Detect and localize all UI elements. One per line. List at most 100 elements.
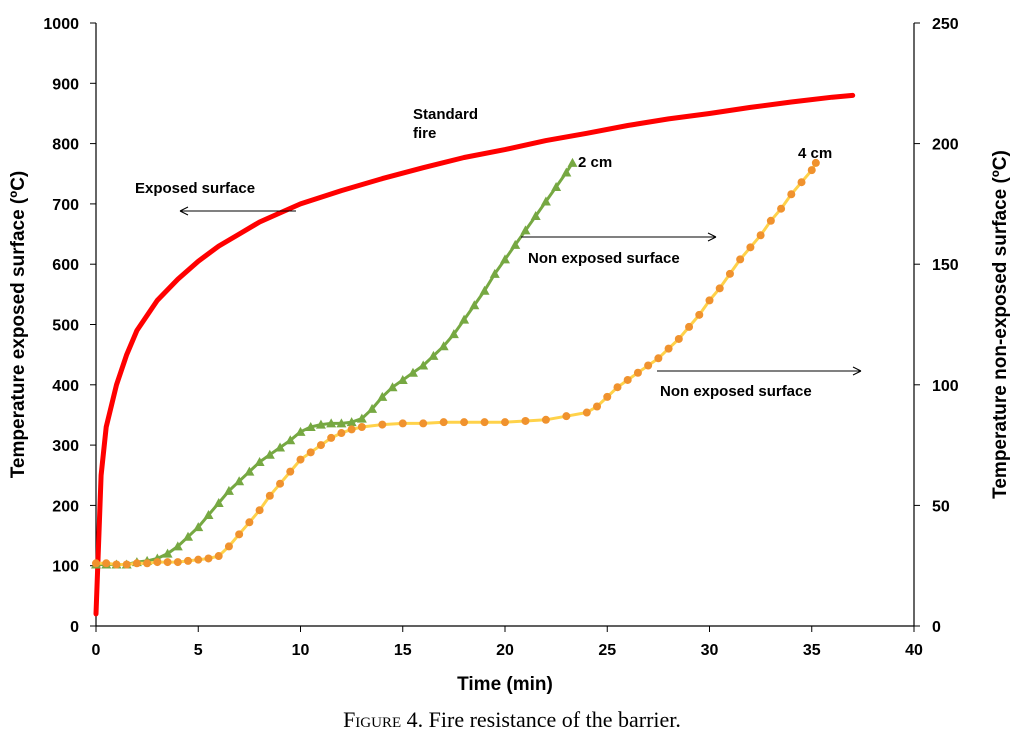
data-point-4-cm <box>593 402 602 411</box>
data-point-4-cm <box>695 310 704 319</box>
data-point-4-cm <box>245 518 254 527</box>
data-point-4-cm <box>306 448 315 457</box>
annotation-standard-fire-2: fire <box>413 125 436 142</box>
data-point-4-cm <box>685 322 694 331</box>
data-point-4-cm <box>777 204 786 213</box>
data-point-2-cm <box>551 182 562 192</box>
y-left-tick-label: 200 <box>52 498 79 515</box>
data-point-2-cm <box>407 367 418 377</box>
data-point-2-cm <box>510 239 521 249</box>
y-left-tick-label: 500 <box>52 318 79 335</box>
x-tick-label: 5 <box>194 642 203 659</box>
caption-text: 4. Fire resistance of the barrier. <box>401 707 681 732</box>
data-point-4-cm <box>439 418 448 427</box>
y-right-tick-label: 100 <box>932 378 959 395</box>
annotation-exposed-surface: Exposed surface <box>135 180 255 197</box>
x-tick-label: 15 <box>394 642 412 659</box>
data-point-2-cm <box>172 541 183 551</box>
series-2-cm <box>91 157 578 569</box>
data-point-4-cm <box>235 530 244 539</box>
arrow-head-non-exposed-2 <box>852 366 862 376</box>
data-point-2-cm <box>356 413 367 423</box>
data-point-2-cm <box>223 485 234 495</box>
data-point-4-cm <box>501 418 509 427</box>
annotation-2cm: 2 cm <box>578 154 612 171</box>
data-point-4-cm <box>633 368 642 377</box>
x-tick-label: 35 <box>803 642 821 659</box>
data-point-2-cm <box>500 254 510 264</box>
data-point-2-cm <box>520 225 531 235</box>
data-point-4-cm <box>204 554 213 563</box>
y-right-tick-label: 250 <box>932 16 959 33</box>
data-point-4-cm <box>766 216 775 225</box>
data-point-4-cm <box>265 491 274 500</box>
data-point-2-cm <box>459 314 470 324</box>
data-point-4-cm <box>644 361 653 370</box>
series-layer <box>91 92 856 617</box>
x-tick-label: 25 <box>598 642 616 659</box>
data-point-4-cm <box>337 429 346 438</box>
y-right-tick-label: 0 <box>932 619 941 636</box>
series-line-4-cm <box>94 161 818 566</box>
data-point-4-cm <box>541 415 550 424</box>
y-left-tick-label: 900 <box>52 76 79 93</box>
data-point-2-cm <box>377 391 388 401</box>
y-axis-right-title: Temperature non-exposed surface (ºC) <box>990 150 1011 499</box>
x-tick-label: 30 <box>701 642 719 659</box>
data-point-4-cm <box>582 408 591 417</box>
y-right-tick-label: 150 <box>932 257 959 274</box>
data-point-2-cm <box>193 522 204 532</box>
data-point-2-cm <box>285 435 296 445</box>
data-point-4-cm <box>623 375 632 384</box>
data-point-4-cm <box>296 455 305 464</box>
data-point-4-cm <box>603 392 612 401</box>
series-line-standard-fire <box>93 92 856 617</box>
annotation-non-exposed-2: Non exposed surface <box>660 383 812 400</box>
data-point-4-cm <box>398 419 407 428</box>
chart: 0 5 10 15 20 25 30 35 40010020030040050060070080… <box>8 16 1011 695</box>
data-point-4-cm <box>521 416 530 425</box>
data-point-4-cm <box>112 560 121 569</box>
y-left-tick-label: 300 <box>52 438 79 455</box>
annotation-4cm: 4 cm <box>798 145 832 162</box>
data-point-2-cm <box>479 285 490 295</box>
data-point-4-cm <box>163 558 172 567</box>
data-point-2-cm <box>213 497 224 507</box>
data-point-2-cm <box>469 300 480 310</box>
y-left-tick-label: 800 <box>52 137 79 154</box>
data-point-2-cm <box>367 403 378 413</box>
data-point-2-cm <box>387 382 398 392</box>
caption-label: Figure <box>343 707 402 732</box>
data-point-4-cm <box>725 269 734 278</box>
data-point-4-cm <box>286 467 295 476</box>
data-point-2-cm <box>162 548 173 558</box>
annotation-standard-fire-1: Standard <box>413 106 478 123</box>
data-point-4-cm <box>194 555 203 564</box>
data-point-4-cm <box>214 552 223 561</box>
annotations: Exposed surface Standard fire 2 cm 4 cm … <box>135 106 862 400</box>
series-line-2-cm <box>94 161 574 566</box>
data-point-2-cm <box>264 449 275 459</box>
data-point-4-cm <box>613 383 622 392</box>
axes: 0 5 10 15 20 25 30 35 40010020030040050060070080… <box>8 16 1011 695</box>
y-left-tick-label: 400 <box>52 378 79 395</box>
data-point-2-cm <box>183 531 194 541</box>
data-point-4-cm <box>654 354 663 363</box>
data-point-2-cm <box>234 476 245 486</box>
data-point-4-cm <box>419 419 428 428</box>
data-point-2-cm <box>448 329 459 339</box>
arrow-head-exposed-surface <box>179 206 189 216</box>
annotation-non-exposed-1: Non exposed surface <box>528 250 680 267</box>
data-point-4-cm <box>132 559 141 568</box>
data-point-4-cm <box>736 255 745 264</box>
data-point-2-cm <box>315 419 326 429</box>
data-point-2-cm <box>326 418 337 428</box>
y-right-tick-label: 200 <box>932 137 959 154</box>
data-point-2-cm <box>305 422 316 432</box>
y-left-tick-label: 1000 <box>43 16 79 33</box>
data-point-4-cm <box>715 284 724 293</box>
series-standard-fire <box>93 92 856 617</box>
data-point-4-cm <box>746 243 755 252</box>
data-point-4-cm <box>705 296 714 305</box>
data-point-2-cm <box>540 196 551 206</box>
